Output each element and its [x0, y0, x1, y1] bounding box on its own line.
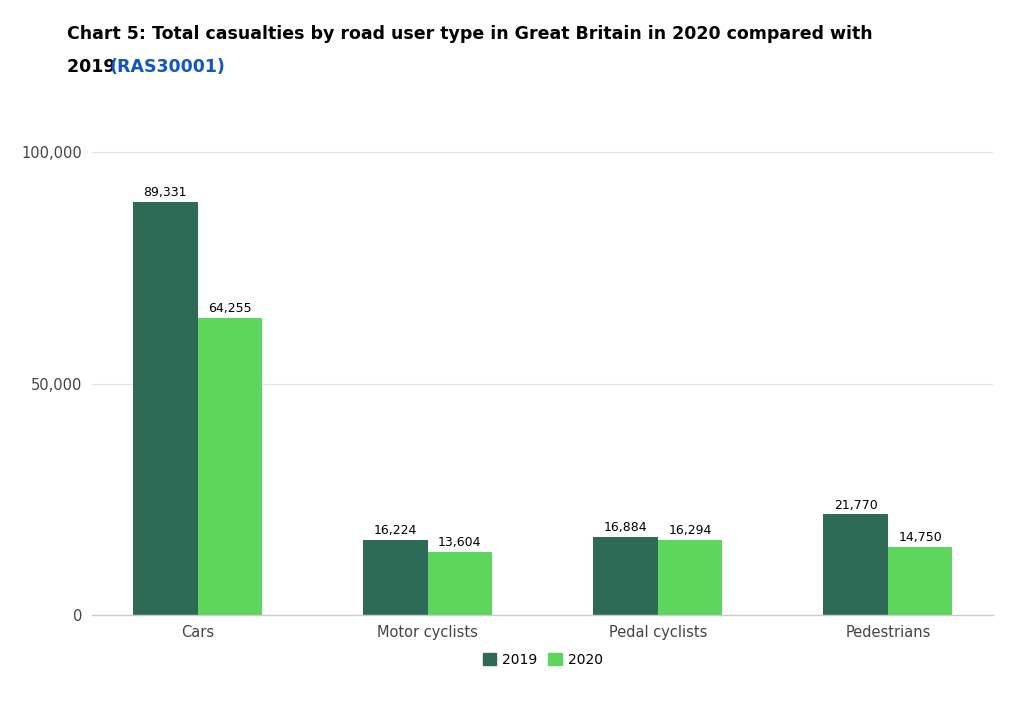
Legend: 2019, 2020: 2019, 2020 — [482, 653, 603, 667]
Text: Chart 5: Total casualties by road user type in Great Britain in 2020 compared wi: Chart 5: Total casualties by road user t… — [67, 25, 872, 42]
Bar — [133, 201, 198, 615]
Text: 13,604: 13,604 — [438, 537, 481, 549]
Text: 64,255: 64,255 — [208, 302, 252, 315]
Text: (RAS30001): (RAS30001) — [109, 58, 225, 76]
Text: 16,884: 16,884 — [604, 521, 647, 534]
Bar — [657, 539, 722, 615]
Bar — [823, 515, 888, 615]
Bar — [888, 547, 952, 615]
Text: 16,224: 16,224 — [374, 524, 417, 537]
Text: 21,770: 21,770 — [834, 498, 878, 512]
Text: 14,750: 14,750 — [898, 531, 942, 544]
Text: 89,331: 89,331 — [143, 186, 187, 199]
Text: 16,294: 16,294 — [669, 524, 712, 537]
Bar — [428, 552, 493, 615]
Bar — [364, 540, 428, 615]
Bar — [593, 537, 657, 615]
Bar — [198, 317, 262, 615]
Text: 2019: 2019 — [67, 58, 121, 76]
